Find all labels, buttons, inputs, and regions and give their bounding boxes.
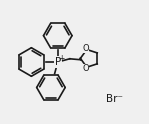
Text: +: + (59, 54, 65, 63)
Text: Br⁻: Br⁻ (106, 94, 123, 104)
Text: O: O (82, 64, 89, 73)
Text: O: O (82, 44, 89, 53)
Text: P: P (55, 57, 61, 67)
